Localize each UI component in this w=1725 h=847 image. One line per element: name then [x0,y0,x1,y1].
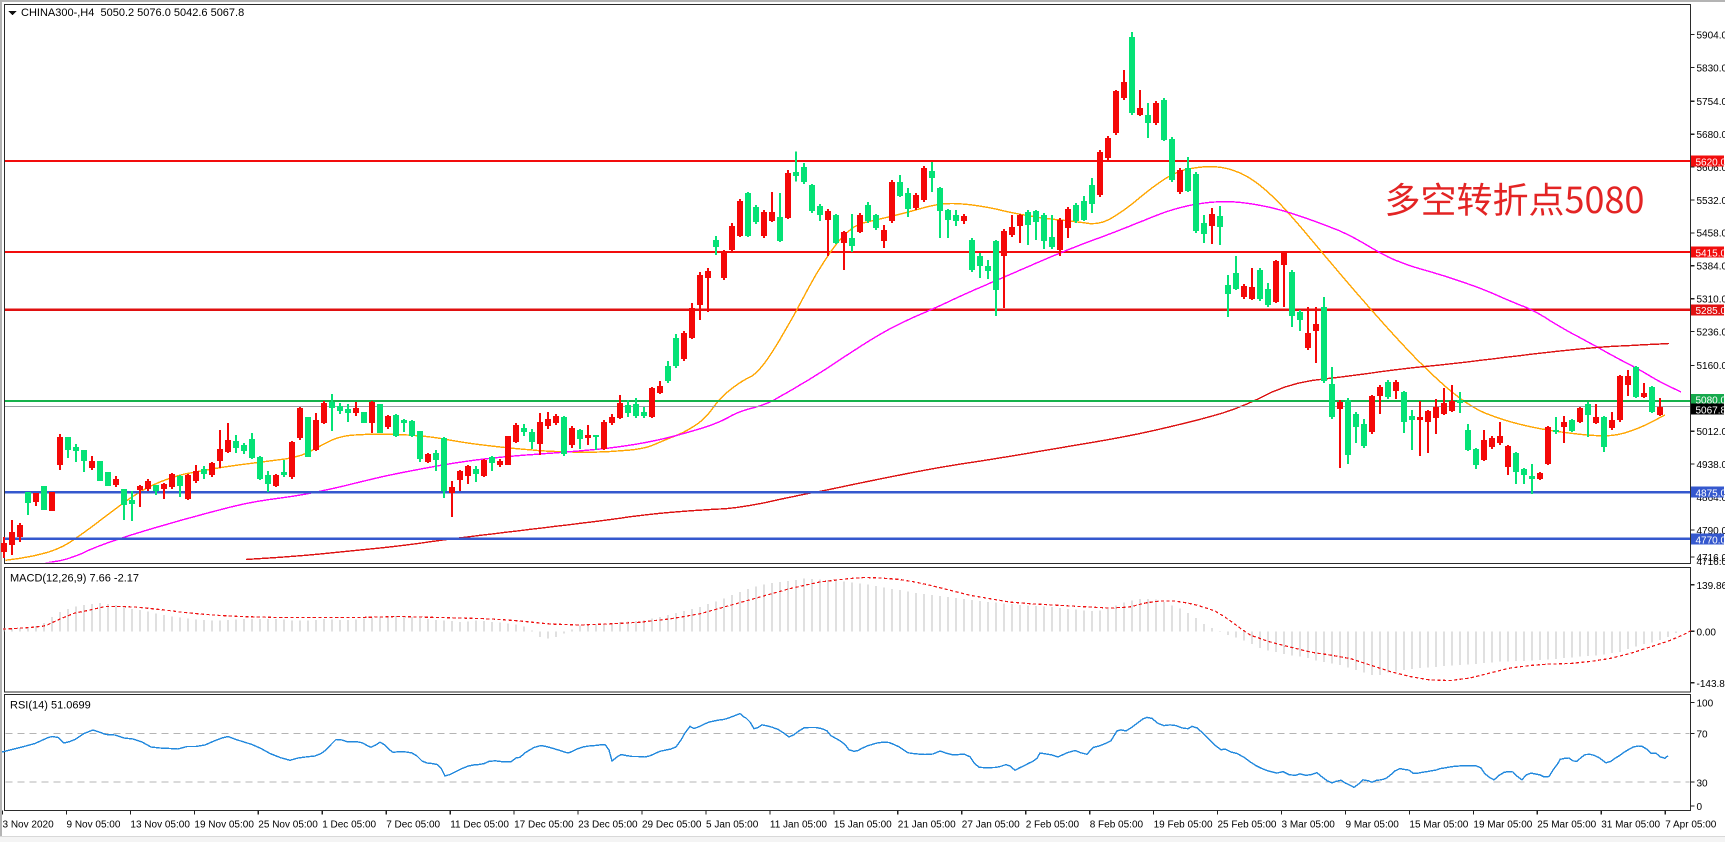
svg-text:5680.0: 5680.0 [1697,130,1725,141]
svg-text:MACD(12,26,9) 7.66 -2.17: MACD(12,26,9) 7.66 -2.17 [10,573,139,585]
svg-text:25 Mar 05:00: 25 Mar 05:00 [1537,820,1596,831]
svg-text:4875.0: 4875.0 [1696,489,1725,500]
svg-text:5 Jan 05:00: 5 Jan 05:00 [706,820,759,831]
svg-text:9 Mar 05:00: 9 Mar 05:00 [1346,820,1400,831]
svg-text:1 Dec 05:00: 1 Dec 05:00 [322,820,376,831]
svg-text:5754.0: 5754.0 [1697,97,1725,108]
svg-text:15 Jan 05:00: 15 Jan 05:00 [834,820,892,831]
svg-text:139.86: 139.86 [1697,581,1725,592]
svg-text:13 Nov 05:00: 13 Nov 05:00 [130,820,190,831]
svg-text:5285.0: 5285.0 [1696,306,1725,317]
svg-text:5532.0: 5532.0 [1697,196,1725,207]
svg-text:70: 70 [1697,730,1709,741]
svg-text:5310.0: 5310.0 [1697,295,1725,306]
svg-text:25 Nov 05:00: 25 Nov 05:00 [258,820,318,831]
svg-text:5830.0: 5830.0 [1697,63,1725,74]
svg-text:11 Jan 05:00: 11 Jan 05:00 [770,820,828,831]
svg-text:19 Nov 05:00: 19 Nov 05:00 [194,820,254,831]
svg-text:27 Jan 05:00: 27 Jan 05:00 [962,820,1020,831]
svg-text:4938.0: 4938.0 [1697,460,1725,471]
svg-text:2 Feb 05:00: 2 Feb 05:00 [1026,820,1080,831]
svg-text:CHINA300-,H4 5050.2 5076.0 50: CHINA300-,H4 5050.2 5076.0 5042.6 5067.8 [21,7,244,19]
svg-text:19 Feb 05:00: 19 Feb 05:00 [1154,820,1213,831]
svg-text:15 Mar 05:00: 15 Mar 05:00 [1409,820,1468,831]
svg-text:5384.0: 5384.0 [1697,262,1725,273]
svg-text:19 Mar 05:00: 19 Mar 05:00 [1473,820,1532,831]
svg-text:100: 100 [1697,699,1714,710]
svg-text:5620.0: 5620.0 [1696,157,1725,168]
svg-text:0: 0 [1697,802,1703,813]
svg-text:11 Dec 05:00: 11 Dec 05:00 [450,820,509,831]
svg-text:5415.0: 5415.0 [1696,248,1725,259]
svg-text:29 Dec 05:00: 29 Dec 05:00 [642,820,702,831]
svg-text:30: 30 [1697,778,1709,789]
svg-text:9 Nov 05:00: 9 Nov 05:00 [67,820,121,831]
svg-text:5160.0: 5160.0 [1697,361,1725,372]
svg-text:7 Dec 05:00: 7 Dec 05:00 [386,820,440,831]
svg-text:25 Feb 05:00: 25 Feb 05:00 [1218,820,1277,831]
svg-text:RSI(14) 51.0699: RSI(14) 51.0699 [10,700,91,712]
svg-text:4716.0: 4716.0 [1697,557,1725,568]
svg-text:5236.0: 5236.0 [1697,327,1725,338]
svg-text:5904.0: 5904.0 [1697,30,1725,41]
svg-text:5067.8: 5067.8 [1696,405,1725,416]
svg-text:8 Feb 05:00: 8 Feb 05:00 [1090,820,1144,831]
svg-text:0.00: 0.00 [1697,628,1717,639]
svg-text:31 Mar 05:00: 31 Mar 05:00 [1601,820,1660,831]
svg-text:5458.0: 5458.0 [1697,229,1725,240]
svg-text:3 Mar 05:00: 3 Mar 05:00 [1282,820,1336,831]
svg-text:-143.82: -143.82 [1697,679,1725,690]
svg-text:7 Apr 05:00: 7 Apr 05:00 [1665,820,1717,831]
svg-text:17 Dec 05:00: 17 Dec 05:00 [514,820,574,831]
svg-text:21 Jan 05:00: 21 Jan 05:00 [898,820,956,831]
svg-text:4770.0: 4770.0 [1696,535,1725,546]
svg-text:3 Nov 2020: 3 Nov 2020 [3,820,55,831]
svg-text:23 Dec 05:00: 23 Dec 05:00 [578,820,638,831]
svg-text:5012.0: 5012.0 [1697,427,1725,438]
